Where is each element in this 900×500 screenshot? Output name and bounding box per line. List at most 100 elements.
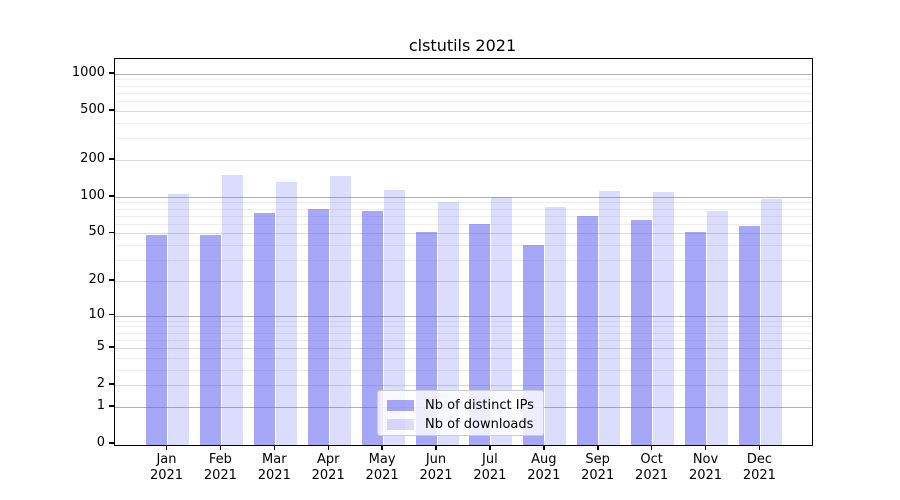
bar-downloads-mar bbox=[275, 181, 297, 445]
legend-label-downloads: Nb of downloads bbox=[425, 417, 534, 432]
x-tick-label-jul: Jul 2021 bbox=[473, 452, 507, 483]
bar-downloads-jan bbox=[168, 194, 189, 445]
gridline-500 bbox=[115, 110, 812, 112]
legend-label-distinct-ips: Nb of distinct IPs bbox=[425, 398, 534, 413]
x-tick-label-feb: Feb 2021 bbox=[203, 452, 237, 483]
bar-distinct-ips-dec bbox=[738, 226, 760, 445]
y-tick-mark-0 bbox=[109, 442, 114, 444]
x-tick-mark-mar bbox=[273, 445, 276, 450]
y-tick-mark-1000 bbox=[109, 72, 114, 74]
chart-title: clstutils 2021 bbox=[408, 36, 517, 55]
x-tick-label-oct: Oct 2021 bbox=[635, 452, 669, 483]
gridline-8 bbox=[115, 326, 812, 328]
y-tick-mark-20 bbox=[109, 279, 114, 281]
bar-downloads-apr bbox=[329, 175, 351, 445]
bar-distinct-ips-jan bbox=[146, 235, 167, 445]
y-tick-label-200: 200 bbox=[80, 150, 105, 166]
gridline-400 bbox=[115, 122, 812, 124]
x-tick-mark-nov bbox=[704, 445, 707, 450]
legend: Nb of distinct IPs Nb of downloads bbox=[377, 390, 544, 436]
gridline-900 bbox=[115, 79, 812, 81]
gridline-6 bbox=[115, 339, 812, 341]
bar-downloads-dec bbox=[760, 198, 782, 445]
x-tick-label-may: May 2021 bbox=[365, 452, 399, 483]
x-tick-mark-oct bbox=[650, 445, 653, 450]
gridline-90 bbox=[115, 202, 812, 204]
x-tick-label-nov: Nov 2021 bbox=[688, 452, 723, 483]
y-tick-label-20: 20 bbox=[88, 271, 105, 287]
bar-distinct-ips-may bbox=[361, 211, 383, 445]
gridline-10 bbox=[115, 315, 812, 317]
y-tick-mark-50 bbox=[109, 231, 114, 234]
bar-downloads-feb bbox=[221, 175, 243, 445]
gridline-4 bbox=[115, 357, 812, 359]
gridline-70 bbox=[115, 215, 812, 217]
y-tick-mark-200 bbox=[109, 158, 114, 160]
y-tick-label-5: 5 bbox=[96, 339, 105, 354]
gridline-600 bbox=[115, 101, 812, 103]
x-tick-mark-jul bbox=[489, 445, 491, 450]
bar-downloads-oct bbox=[653, 192, 675, 445]
x-tick-label-sep: Sep 2021 bbox=[581, 452, 615, 483]
legend-row-distinct-ips: Nb of distinct IPs bbox=[378, 396, 543, 416]
y-tick-label-100: 100 bbox=[80, 187, 105, 203]
bar-distinct-ips-mar bbox=[253, 213, 275, 445]
legend-row-downloads: Nb of downloads bbox=[378, 415, 543, 435]
gridline-40 bbox=[115, 245, 812, 246]
bar-distinct-ips-jul bbox=[469, 223, 491, 445]
bar-distinct-ips-apr bbox=[307, 208, 329, 445]
x-tick-mark-apr bbox=[327, 445, 329, 450]
gridline-9 bbox=[115, 320, 812, 322]
y-tick-mark-1 bbox=[109, 405, 114, 407]
gridline-800 bbox=[115, 85, 812, 87]
y-tick-mark-500 bbox=[109, 109, 114, 111]
y-tick-mark-10 bbox=[109, 313, 114, 316]
x-tick-label-mar: Mar 2021 bbox=[257, 452, 291, 483]
bar-downloads-aug bbox=[545, 207, 567, 445]
x-tick-mark-aug bbox=[543, 445, 545, 450]
bar-distinct-ips-feb bbox=[199, 235, 221, 445]
bar-distinct-ips-oct bbox=[631, 219, 653, 445]
y-tick-label-1000: 1000 bbox=[71, 64, 105, 80]
x-tick-label-apr: Apr 2021 bbox=[311, 452, 345, 483]
bar-downloads-jun bbox=[437, 202, 459, 445]
y-tick-mark-5 bbox=[109, 346, 114, 348]
gridline-200 bbox=[115, 159, 812, 161]
gridline-3 bbox=[115, 369, 812, 371]
y-tick-label-10: 10 bbox=[88, 306, 105, 322]
gridline-50 bbox=[115, 233, 812, 235]
gridline-20 bbox=[115, 280, 812, 282]
bar-distinct-ips-sep bbox=[577, 215, 599, 445]
y-tick-label-0: 0 bbox=[96, 435, 105, 450]
gridline-30 bbox=[115, 260, 812, 261]
x-tick-mark-sep bbox=[597, 445, 599, 450]
gridline-1000 bbox=[115, 73, 812, 75]
bar-downloads-sep bbox=[599, 190, 621, 445]
legend-swatch-distinct-ips bbox=[387, 400, 414, 411]
y-tick-mark-2 bbox=[109, 383, 114, 385]
x-tick-mark-dec bbox=[758, 445, 761, 450]
x-tick-mark-may bbox=[381, 445, 383, 450]
x-tick-label-jan: Jan 2021 bbox=[149, 452, 184, 483]
x-tick-mark-feb bbox=[219, 445, 222, 450]
gridline-300 bbox=[115, 138, 812, 140]
gridline-7 bbox=[115, 332, 812, 334]
x-tick-label-jun: Jun 2021 bbox=[419, 452, 453, 483]
y-tick-mark-100 bbox=[109, 195, 114, 197]
bar-downloads-may bbox=[383, 189, 405, 445]
bar-downloads-nov bbox=[707, 211, 728, 445]
plot-area bbox=[114, 58, 813, 446]
legend-swatch-downloads bbox=[387, 419, 414, 430]
gridline-700 bbox=[115, 92, 812, 94]
y-tick-label-500: 500 bbox=[80, 101, 105, 117]
x-tick-label-aug: Aug 2021 bbox=[527, 452, 561, 483]
y-tick-label-2: 2 bbox=[96, 376, 105, 392]
bar-downloads-jul bbox=[491, 196, 513, 445]
x-tick-mark-jun bbox=[435, 445, 437, 450]
gridline-5 bbox=[115, 348, 812, 349]
x-tick-label-dec: Dec 2021 bbox=[742, 452, 776, 483]
gridline-60 bbox=[115, 223, 812, 225]
gridline-2 bbox=[115, 385, 812, 387]
gridline-100 bbox=[115, 196, 812, 198]
